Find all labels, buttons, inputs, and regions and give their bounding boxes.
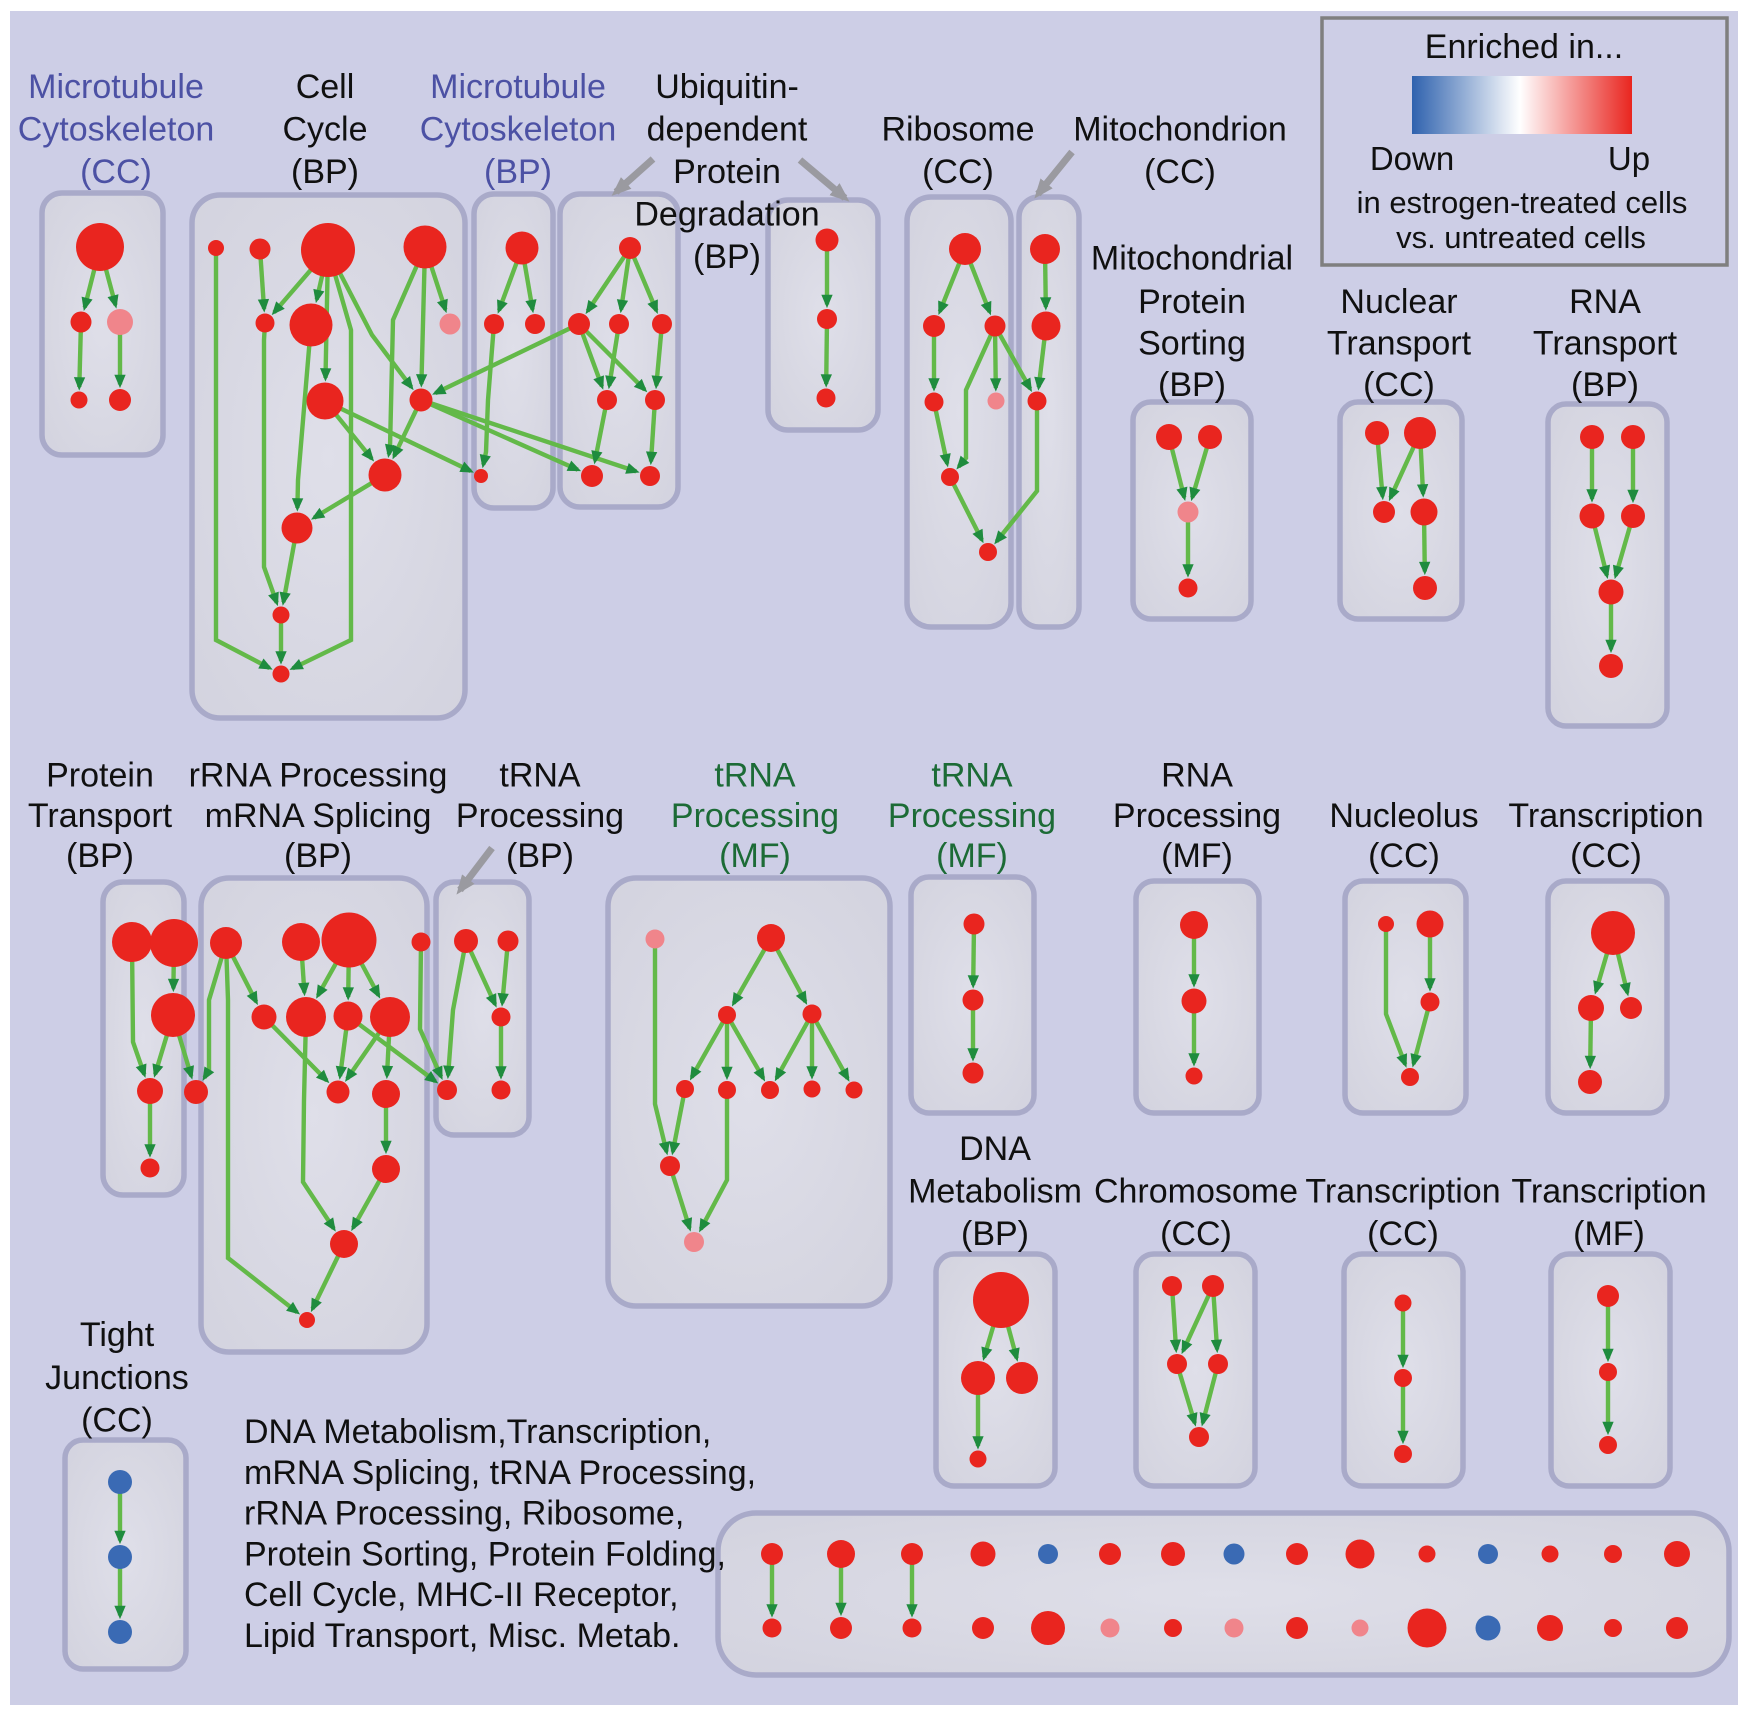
svg-text:(BP): (BP) [506,837,574,875]
svg-text:(BP): (BP) [1158,366,1226,404]
svg-text:Sorting: Sorting [1138,325,1246,363]
svg-text:Cycle: Cycle [282,111,367,149]
svg-text:(MF): (MF) [1573,1215,1645,1253]
svg-text:in estrogen-treated cells: in estrogen-treated cells [1357,185,1688,220]
svg-text:(CC): (CC) [1160,1215,1232,1253]
svg-text:(CC): (CC) [1570,837,1642,875]
svg-text:(CC): (CC) [1368,837,1440,875]
svg-text:(CC): (CC) [1367,1215,1439,1253]
svg-text:(CC): (CC) [80,153,152,191]
svg-text:Down: Down [1370,140,1454,177]
svg-text:(BP): (BP) [284,837,352,875]
svg-text:Protein Sorting, Protein Foldi: Protein Sorting, Protein Folding, [244,1535,726,1573]
svg-text:dependent: dependent [647,111,808,149]
svg-text:tRNA: tRNA [499,757,581,795]
svg-text:Mitochondrion: Mitochondrion [1073,111,1287,149]
svg-text:Processing: Processing [671,797,839,835]
svg-text:Cell: Cell [296,68,355,106]
svg-text:Junctions: Junctions [45,1359,189,1397]
svg-text:Transcription: Transcription [1511,1173,1706,1211]
svg-text:(BP): (BP) [484,153,552,191]
svg-text:(CC): (CC) [1363,366,1435,404]
svg-text:Metabolism: Metabolism [908,1173,1082,1211]
svg-text:rRNA Processing: rRNA Processing [189,757,448,795]
svg-text:Transport: Transport [28,797,173,835]
svg-text:Transcription: Transcription [1305,1173,1500,1211]
svg-text:Chromosome: Chromosome [1094,1173,1298,1211]
svg-text:Processing: Processing [1113,797,1281,835]
svg-text:DNA: DNA [959,1130,1031,1168]
svg-text:(CC): (CC) [922,153,994,191]
svg-text:(BP): (BP) [66,837,134,875]
svg-text:Protein: Protein [673,153,781,191]
svg-text:Degradation: Degradation [634,196,819,234]
svg-text:RNA: RNA [1161,757,1233,795]
svg-text:tRNA: tRNA [714,757,796,795]
svg-text:Transport: Transport [1533,325,1678,363]
svg-text:RNA: RNA [1569,283,1641,321]
svg-text:(MF): (MF) [1161,837,1233,875]
svg-text:(MF): (MF) [936,837,1008,875]
svg-text:Microtubule: Microtubule [28,68,204,106]
svg-text:Microtubule: Microtubule [430,68,606,106]
svg-text:(CC): (CC) [1144,153,1216,191]
svg-text:mRNA Splicing, tRNA Processing: mRNA Splicing, tRNA Processing, [244,1454,756,1492]
svg-text:Tight: Tight [80,1316,155,1354]
svg-text:Processing: Processing [888,797,1056,835]
svg-text:Up: Up [1608,140,1650,177]
svg-text:Processing: Processing [456,797,624,835]
svg-text:Cell Cycle, MHC-II Receptor,: Cell Cycle, MHC-II Receptor, [244,1576,679,1614]
svg-text:(BP): (BP) [291,153,359,191]
svg-text:(BP): (BP) [693,238,761,276]
svg-text:Cytoskeleton: Cytoskeleton [420,111,617,149]
svg-text:Protein: Protein [46,757,154,795]
svg-text:Lipid Transport, Misc. Metab.: Lipid Transport, Misc. Metab. [244,1617,681,1655]
svg-text:(BP): (BP) [1571,366,1639,404]
svg-text:Transcription: Transcription [1508,797,1703,835]
svg-text:Ubiquitin-: Ubiquitin- [655,68,799,106]
svg-text:Nucleolus: Nucleolus [1329,797,1478,835]
svg-text:DNA Metabolism,Transcription,: DNA Metabolism,Transcription, [244,1413,711,1451]
svg-text:Mitochondrial: Mitochondrial [1091,240,1293,278]
svg-text:Enriched in...: Enriched in... [1425,28,1623,66]
svg-text:rRNA Processing, Ribosome,: rRNA Processing, Ribosome, [244,1495,684,1533]
svg-text:(CC): (CC) [81,1402,153,1440]
svg-text:tRNA: tRNA [931,757,1013,795]
svg-text:(MF): (MF) [719,837,791,875]
svg-text:Cytoskeleton: Cytoskeleton [18,111,215,149]
svg-text:Protein: Protein [1138,283,1246,321]
svg-text:(BP): (BP) [961,1215,1029,1253]
svg-text:mRNA Splicing: mRNA Splicing [205,797,432,835]
svg-text:Transport: Transport [1327,325,1472,363]
svg-text:Ribosome: Ribosome [881,111,1034,149]
svg-text:vs. untreated cells: vs. untreated cells [1396,220,1646,255]
svg-text:Nuclear: Nuclear [1340,283,1457,321]
